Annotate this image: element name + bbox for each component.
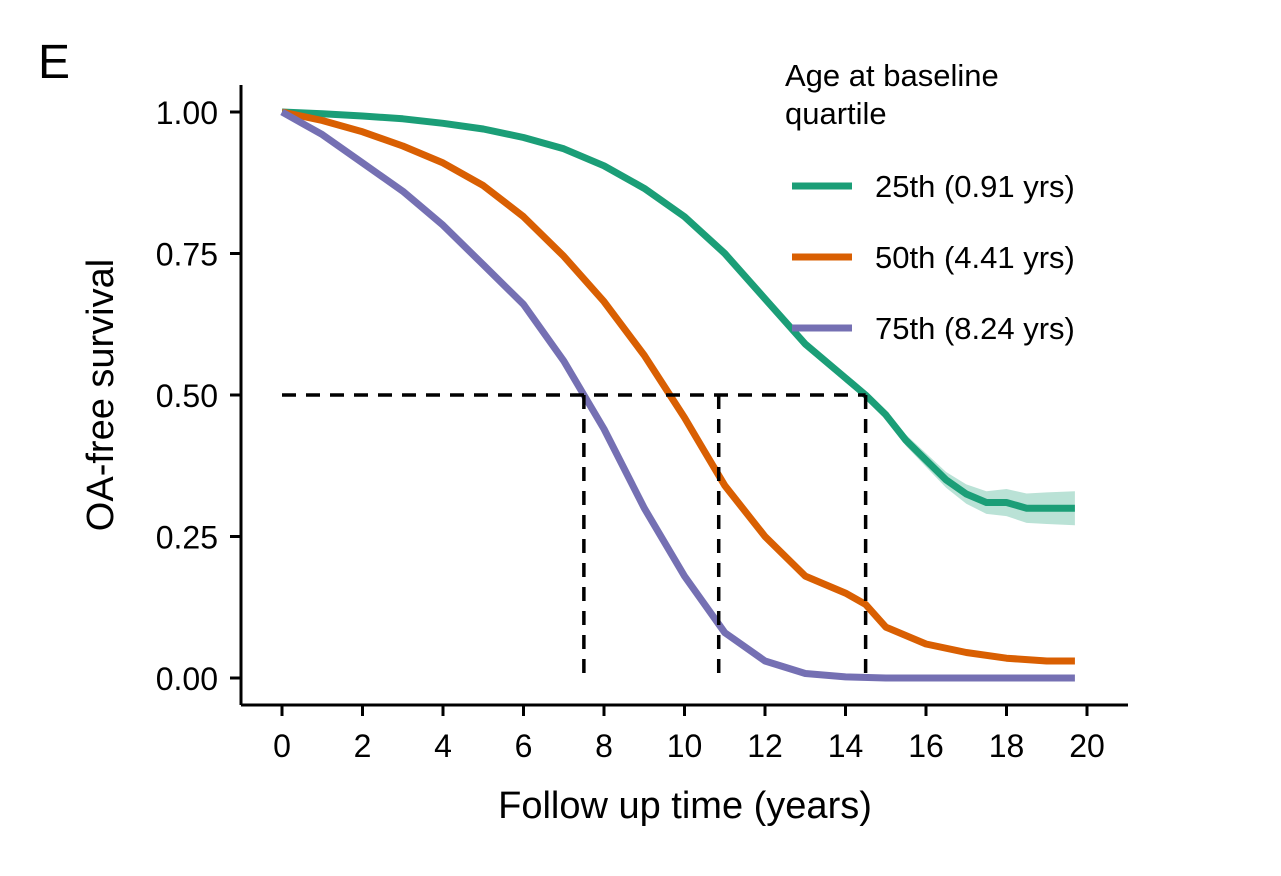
y-tick-label: 0.75 (156, 237, 218, 273)
x-ticks: 0 2 4 6 8 10 12 14 16 18 20 (273, 705, 1105, 764)
x-tick-label: 14 (828, 728, 864, 764)
series-line-2 (281, 108, 1075, 665)
series-line-3 (280, 108, 1075, 682)
x-tick-label: 4 (434, 728, 452, 764)
x-tick-label: 8 (595, 728, 613, 764)
y-tick-label: 0.25 (156, 520, 218, 556)
x-tick-label: 6 (515, 728, 533, 764)
x-tick-label: 0 (273, 728, 291, 764)
survival-curves (280, 108, 1075, 682)
x-tick-label: 2 (354, 728, 372, 764)
legend: Age at baseline quartile 25th (0.91 yrs)… (785, 58, 1075, 346)
y-tick-label: 0.00 (156, 661, 218, 697)
y-tick-label: 1.00 (156, 95, 218, 131)
legend-label-3: 75th (8.24 yrs) (875, 311, 1075, 346)
panel-label: E (38, 36, 70, 89)
x-axis-label: Follow up time (years) (498, 785, 872, 827)
y-tick-label: 0.50 (156, 378, 218, 414)
series-line-1 (281, 108, 1075, 512)
legend-title-line-1: Age at baseline (785, 58, 999, 93)
y-ticks: 0.00 0.25 0.50 0.75 1.00 (156, 95, 241, 697)
median-survival-lines (282, 393, 868, 678)
x-tick-label: 10 (667, 728, 703, 764)
legend-title-line-2: quartile (785, 96, 887, 131)
legend-label-2: 50th (4.41 yrs) (875, 240, 1075, 275)
legend-label-1: 25th (0.91 yrs) (875, 169, 1075, 204)
y-axis-label: OA-free survival (80, 259, 122, 531)
x-tick-label: 18 (989, 728, 1025, 764)
x-tick-label: 20 (1069, 728, 1105, 764)
x-tick-label: 16 (908, 728, 944, 764)
x-tick-label: 12 (747, 728, 783, 764)
